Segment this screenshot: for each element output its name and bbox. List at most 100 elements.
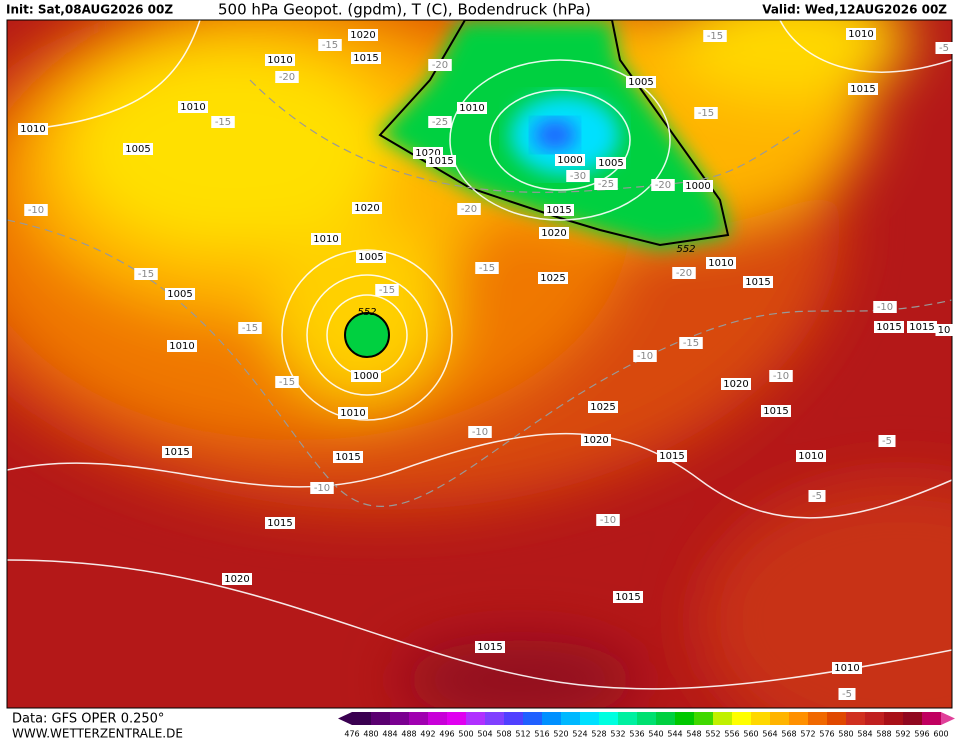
colorbar-label: 596: [914, 730, 929, 739]
pressure-label: 1005: [628, 77, 653, 88]
pressure-label: 1015: [745, 277, 770, 288]
temperature-label: -5: [812, 491, 822, 502]
temperature-label: -15: [242, 323, 258, 334]
pressure-label: 1015: [909, 322, 934, 333]
pressure-label: 1005: [167, 289, 192, 300]
pressure-label: 1010: [708, 258, 733, 269]
colorbar-swatch: [447, 712, 466, 725]
pressure-label: 1010: [20, 124, 45, 135]
colorbar-label: 580: [838, 730, 853, 739]
colorbar-swatch: [808, 712, 827, 725]
temperature-label: -5: [882, 436, 892, 447]
pressure-label: 1010: [313, 234, 338, 245]
temperature-label: -15: [279, 377, 295, 388]
label-box: [588, 401, 618, 413]
temperature-label: -20: [432, 60, 448, 71]
temperature-label: -10: [600, 515, 616, 526]
pressure-label: 1025: [540, 273, 565, 284]
label-box: [596, 514, 620, 526]
pressure-label: 1015: [876, 322, 901, 333]
label-box: [544, 204, 574, 216]
label-box: [935, 42, 953, 54]
label-box: [275, 71, 299, 83]
colorbar-swatch: [618, 712, 637, 725]
label-box: [796, 450, 826, 462]
data-source: Data: GFS OPER 0.250°: [12, 712, 164, 727]
colorbar-swatch: [789, 712, 808, 725]
colorbar-label: 532: [610, 730, 625, 739]
label-box: [633, 350, 657, 362]
colorbar-label: 556: [724, 730, 739, 739]
temperature-label: -20: [655, 180, 671, 191]
label-box: [457, 203, 481, 215]
colorbar-label: 544: [667, 730, 682, 739]
colorbar-swatch: [352, 712, 371, 725]
temperature-label: -5: [939, 43, 949, 54]
pressure-label: 1000: [685, 181, 710, 192]
colorbar-label: 488: [401, 730, 416, 739]
colorbar-label: 584: [857, 730, 872, 739]
temperature-label: -20: [279, 72, 295, 83]
label-box: [162, 446, 192, 458]
label-box: [178, 101, 208, 113]
map-title: 500 hPa Geopot. (gpdm), T (C), Bodendruc…: [218, 1, 591, 19]
pressure-label: 1015: [267, 518, 292, 529]
label-box: [318, 39, 342, 51]
colorbar-swatch: [656, 712, 675, 725]
colorbar-label: 588: [876, 730, 891, 739]
colorbar-swatch: [561, 712, 580, 725]
temperature-label: -10: [472, 427, 488, 438]
colorbar-label: 520: [553, 730, 568, 739]
label-box: [907, 321, 937, 333]
colorbar-swatch: [485, 712, 504, 725]
label-box: [468, 426, 492, 438]
label-box: [18, 123, 48, 135]
colorbar-swatch: [770, 712, 789, 725]
label-box: [626, 76, 656, 88]
pressure-label: 1000: [353, 371, 378, 382]
pressure-label: 1010: [834, 663, 859, 674]
colorbar-label: 516: [534, 730, 549, 739]
label-box: [683, 180, 713, 192]
colorbar-swatch: [504, 712, 523, 725]
pressure-label: 1015: [546, 205, 571, 216]
colorbar-label: 484: [382, 730, 397, 739]
colorbar-label: 496: [439, 730, 454, 739]
temperature-label: -15: [698, 108, 714, 119]
temperature-label: -15: [683, 338, 699, 349]
temperature-label: -20: [676, 268, 692, 279]
pressure-label: 1005: [358, 252, 383, 263]
label-box: [848, 83, 878, 95]
temperature-label: -10: [637, 351, 653, 362]
label-box: [555, 154, 585, 166]
label-box: [873, 301, 897, 313]
colorbar-swatch: [599, 712, 618, 725]
colorbar-label: 592: [895, 730, 910, 739]
label-box: [808, 490, 826, 502]
pressure-label: 1020: [723, 379, 748, 390]
colorbar-label: 524: [572, 730, 587, 739]
label-box: [265, 54, 295, 66]
colorbar-swatch: [713, 712, 732, 725]
pressure-label: 1015: [763, 406, 788, 417]
pressure-label: 1010: [848, 29, 873, 40]
label-box: [874, 321, 904, 333]
pressure-label: 1010: [180, 102, 205, 113]
colorbar-arrow: [338, 712, 352, 725]
label-box: [165, 288, 195, 300]
colorbar-label: 564: [762, 730, 777, 739]
label-box: [657, 450, 687, 462]
label-box: [167, 340, 197, 352]
label-box: [651, 179, 675, 191]
temperature-label: -20: [461, 204, 477, 215]
temperature-label: 552: [676, 244, 695, 255]
label-box: [566, 170, 590, 182]
pressure-label: 1020: [224, 574, 249, 585]
colorbar-label: 600: [933, 730, 948, 739]
label-box: [222, 573, 252, 585]
label-box: [123, 143, 153, 155]
colorbar-label: 512: [515, 730, 530, 739]
label-box: [333, 451, 363, 463]
